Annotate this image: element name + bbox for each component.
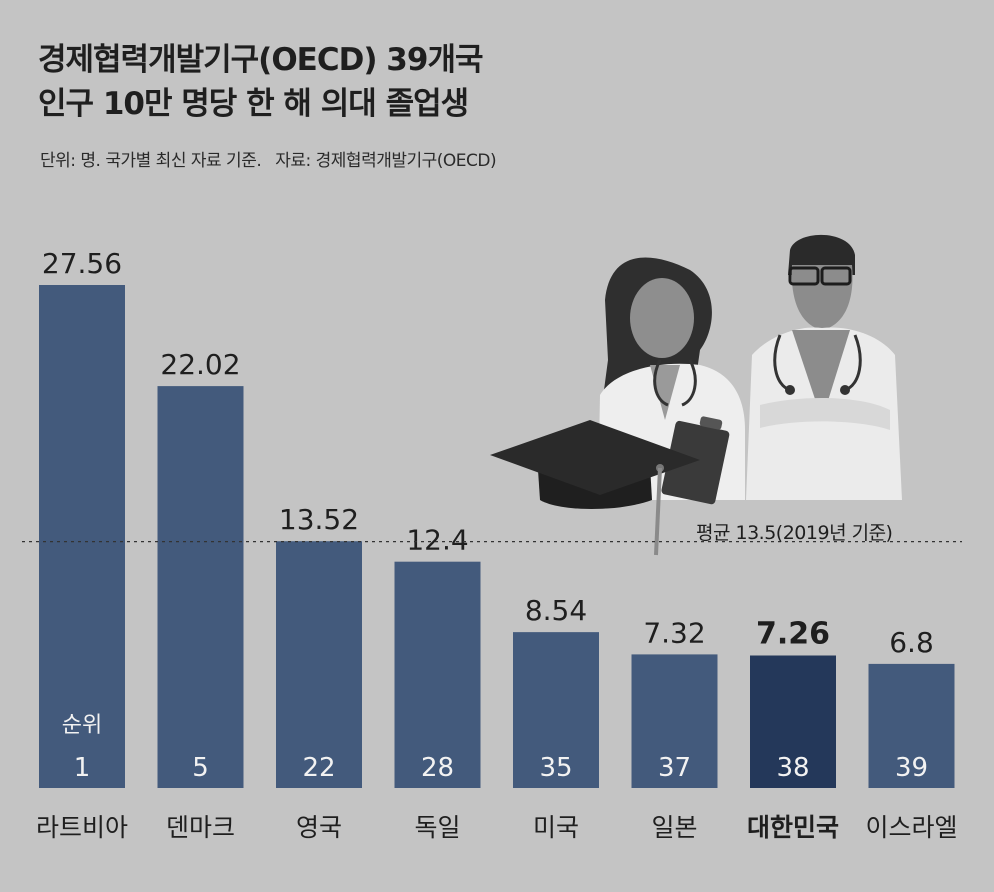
bar [39,285,125,788]
chart-title: 경제협력개발기구(OECD) 39개국 인구 10만 명당 한 해 의대 졸업생 [38,38,483,126]
rank-label: 37 [658,753,691,783]
category-label: 일본 [651,813,697,842]
bar [868,663,955,788]
rank-label: 39 [895,753,928,783]
unit-note: 단위: 명. 국가별 최신 자료 기준. [40,151,262,171]
doctors-illustration [490,234,902,556]
category-label: 덴마크 [166,813,235,842]
average-label: 평균 13.5(2019년 기준) [696,522,893,544]
bar [157,386,244,788]
value-label: 8.54 [525,594,587,627]
value-label: 7.26 [756,616,830,651]
category-label: 영국 [296,813,342,842]
bar [513,632,599,788]
title-line-1: 경제협력개발기구(OECD) 39개국 [38,42,483,78]
rank-label: 22 [302,753,335,783]
value-label: 27.56 [42,247,122,280]
value-label: 6.8 [889,626,934,659]
category-label: 미국 [533,813,579,842]
value-label: 7.32 [643,616,705,649]
bar [276,541,362,788]
rank-label: 1 [74,753,91,783]
category-label: 라트비아 [36,813,128,842]
category-label: 대한민국 [747,813,839,842]
value-label: 13.52 [279,503,359,536]
value-label: 12.4 [406,524,468,557]
title-line-2: 인구 10만 명당 한 해 의대 졸업생 [38,86,469,122]
category-label: 이스라엘 [865,813,957,842]
rank-label: 35 [539,753,572,783]
rank-label: 28 [421,753,454,783]
chart-subtitle: 단위: 명. 국가별 최신 자료 기준. 자료: 경제협력개발기구(OECD) [40,146,497,171]
rank-label: 38 [776,753,809,783]
category-label: 독일 [414,813,460,842]
rank-heading: 순위 [62,713,102,738]
bar [394,561,481,788]
value-label: 22.02 [160,348,240,381]
bar [631,654,718,788]
bar [750,655,836,788]
rank-label: 5 [192,753,209,783]
source-note: 자료: 경제협력개발기구(OECD) [275,151,497,171]
